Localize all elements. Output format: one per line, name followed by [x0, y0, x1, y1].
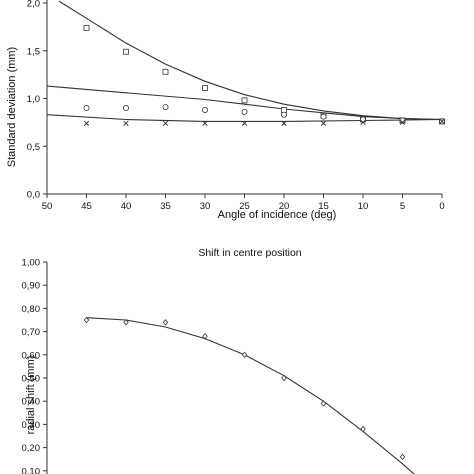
- top-square-marker: [241, 97, 248, 104]
- top-circle-marker: [399, 117, 406, 124]
- bottom-y-axis-label: radial shift (mm): [25, 356, 37, 435]
- top-circle-marker: [201, 106, 208, 113]
- top-x-axis-label: Angle of incidence (deg): [218, 209, 337, 221]
- top-y-tick-label: 0,5: [27, 142, 40, 153]
- top-square-marker: [83, 24, 90, 31]
- bottom-diamond-marker: [399, 453, 406, 461]
- top-x-tick-label: 50: [42, 201, 53, 212]
- top-cross-marker: [439, 118, 445, 125]
- top-trend-line-square: [58, 0, 443, 121]
- top-x-tick-label: 10: [358, 201, 369, 212]
- bottom-trend-line: [86, 317, 415, 474]
- top-cross-marker: [83, 120, 90, 126]
- top-square-marker: [123, 48, 129, 55]
- top-x-tick-label: 45: [81, 201, 92, 212]
- bottom-diamond-marker: [83, 316, 90, 324]
- top-circle-marker: [123, 105, 130, 112]
- top-square-marker: [281, 107, 287, 113]
- bottom-diamond-marker: [241, 351, 248, 359]
- top-square-marker: [162, 68, 169, 75]
- top-y-tick-label: 0,0: [27, 190, 40, 201]
- top-cross-marker: [281, 120, 287, 126]
- top-x-tick-label: 30: [200, 201, 211, 212]
- bottom-y-tick-label: 0,50: [22, 374, 41, 385]
- top-chart: Standard deviation (mm) Angle of inciden…: [6, 0, 445, 221]
- bottom-diamond-marker: [123, 319, 129, 326]
- bottom-chart-title: Shift in centre position: [198, 247, 301, 259]
- bottom-y-tick-label: 0,70: [22, 327, 41, 338]
- bottom-y-tick-label: 0,60: [22, 350, 41, 361]
- bottom-y-tick-label: 0,40: [22, 397, 41, 408]
- bottom-diamond-marker: [360, 425, 366, 433]
- bottom-y-tick-label: 0,20: [22, 443, 41, 454]
- top-square-marker: [202, 85, 208, 91]
- bottom-y-tick-label: 0,80: [22, 304, 41, 315]
- top-trend-line-cross: [46, 114, 443, 122]
- top-circle-marker: [241, 108, 248, 115]
- bottom-diamond-marker: [202, 333, 208, 340]
- top-y-tick-label: 1,5: [27, 46, 40, 57]
- bottom-diamond-marker: [320, 400, 327, 407]
- top-y-axis-label: Standard deviation (mm): [6, 47, 18, 167]
- top-cross-marker: [241, 120, 248, 126]
- top-x-tick-label: 0: [439, 201, 444, 212]
- top-circle-marker: [320, 113, 327, 120]
- top-x-tick-label: 15: [318, 201, 329, 212]
- top-x-tick-label: 40: [121, 201, 132, 212]
- top-y-tick-label: 1,0: [27, 94, 40, 105]
- top-cross-marker: [360, 119, 366, 125]
- top-cross-marker: [399, 119, 406, 125]
- bottom-y-tick-label: 0,90: [22, 281, 41, 292]
- top-circle-marker: [359, 116, 366, 123]
- bottom-diamond-marker: [281, 374, 287, 382]
- top-x-tick-label: 25: [239, 201, 250, 212]
- top-x-tick-label: 35: [160, 201, 171, 212]
- bottom-y-tick-label: 0,10: [22, 466, 41, 474]
- bottom-diamond-marker: [162, 319, 169, 326]
- bottom-y-tick-label: 1,00: [22, 258, 41, 269]
- top-cross-marker: [123, 120, 129, 126]
- top-circle-marker: [83, 105, 90, 112]
- bottom-chart: Shift in centre position radial shift (m…: [22, 247, 415, 474]
- top-x-tick-label: 5: [400, 201, 405, 212]
- top-cross-marker: [162, 120, 169, 126]
- top-cross-marker: [320, 120, 327, 126]
- top-x-tick-label: 20: [279, 201, 290, 212]
- top-cross-marker: [202, 120, 208, 126]
- top-circle-marker: [162, 104, 169, 111]
- bottom-y-tick-label: 0,30: [22, 420, 41, 431]
- top-circle-marker: [280, 111, 287, 118]
- top-y-tick-label: 2,0: [27, 0, 40, 10]
